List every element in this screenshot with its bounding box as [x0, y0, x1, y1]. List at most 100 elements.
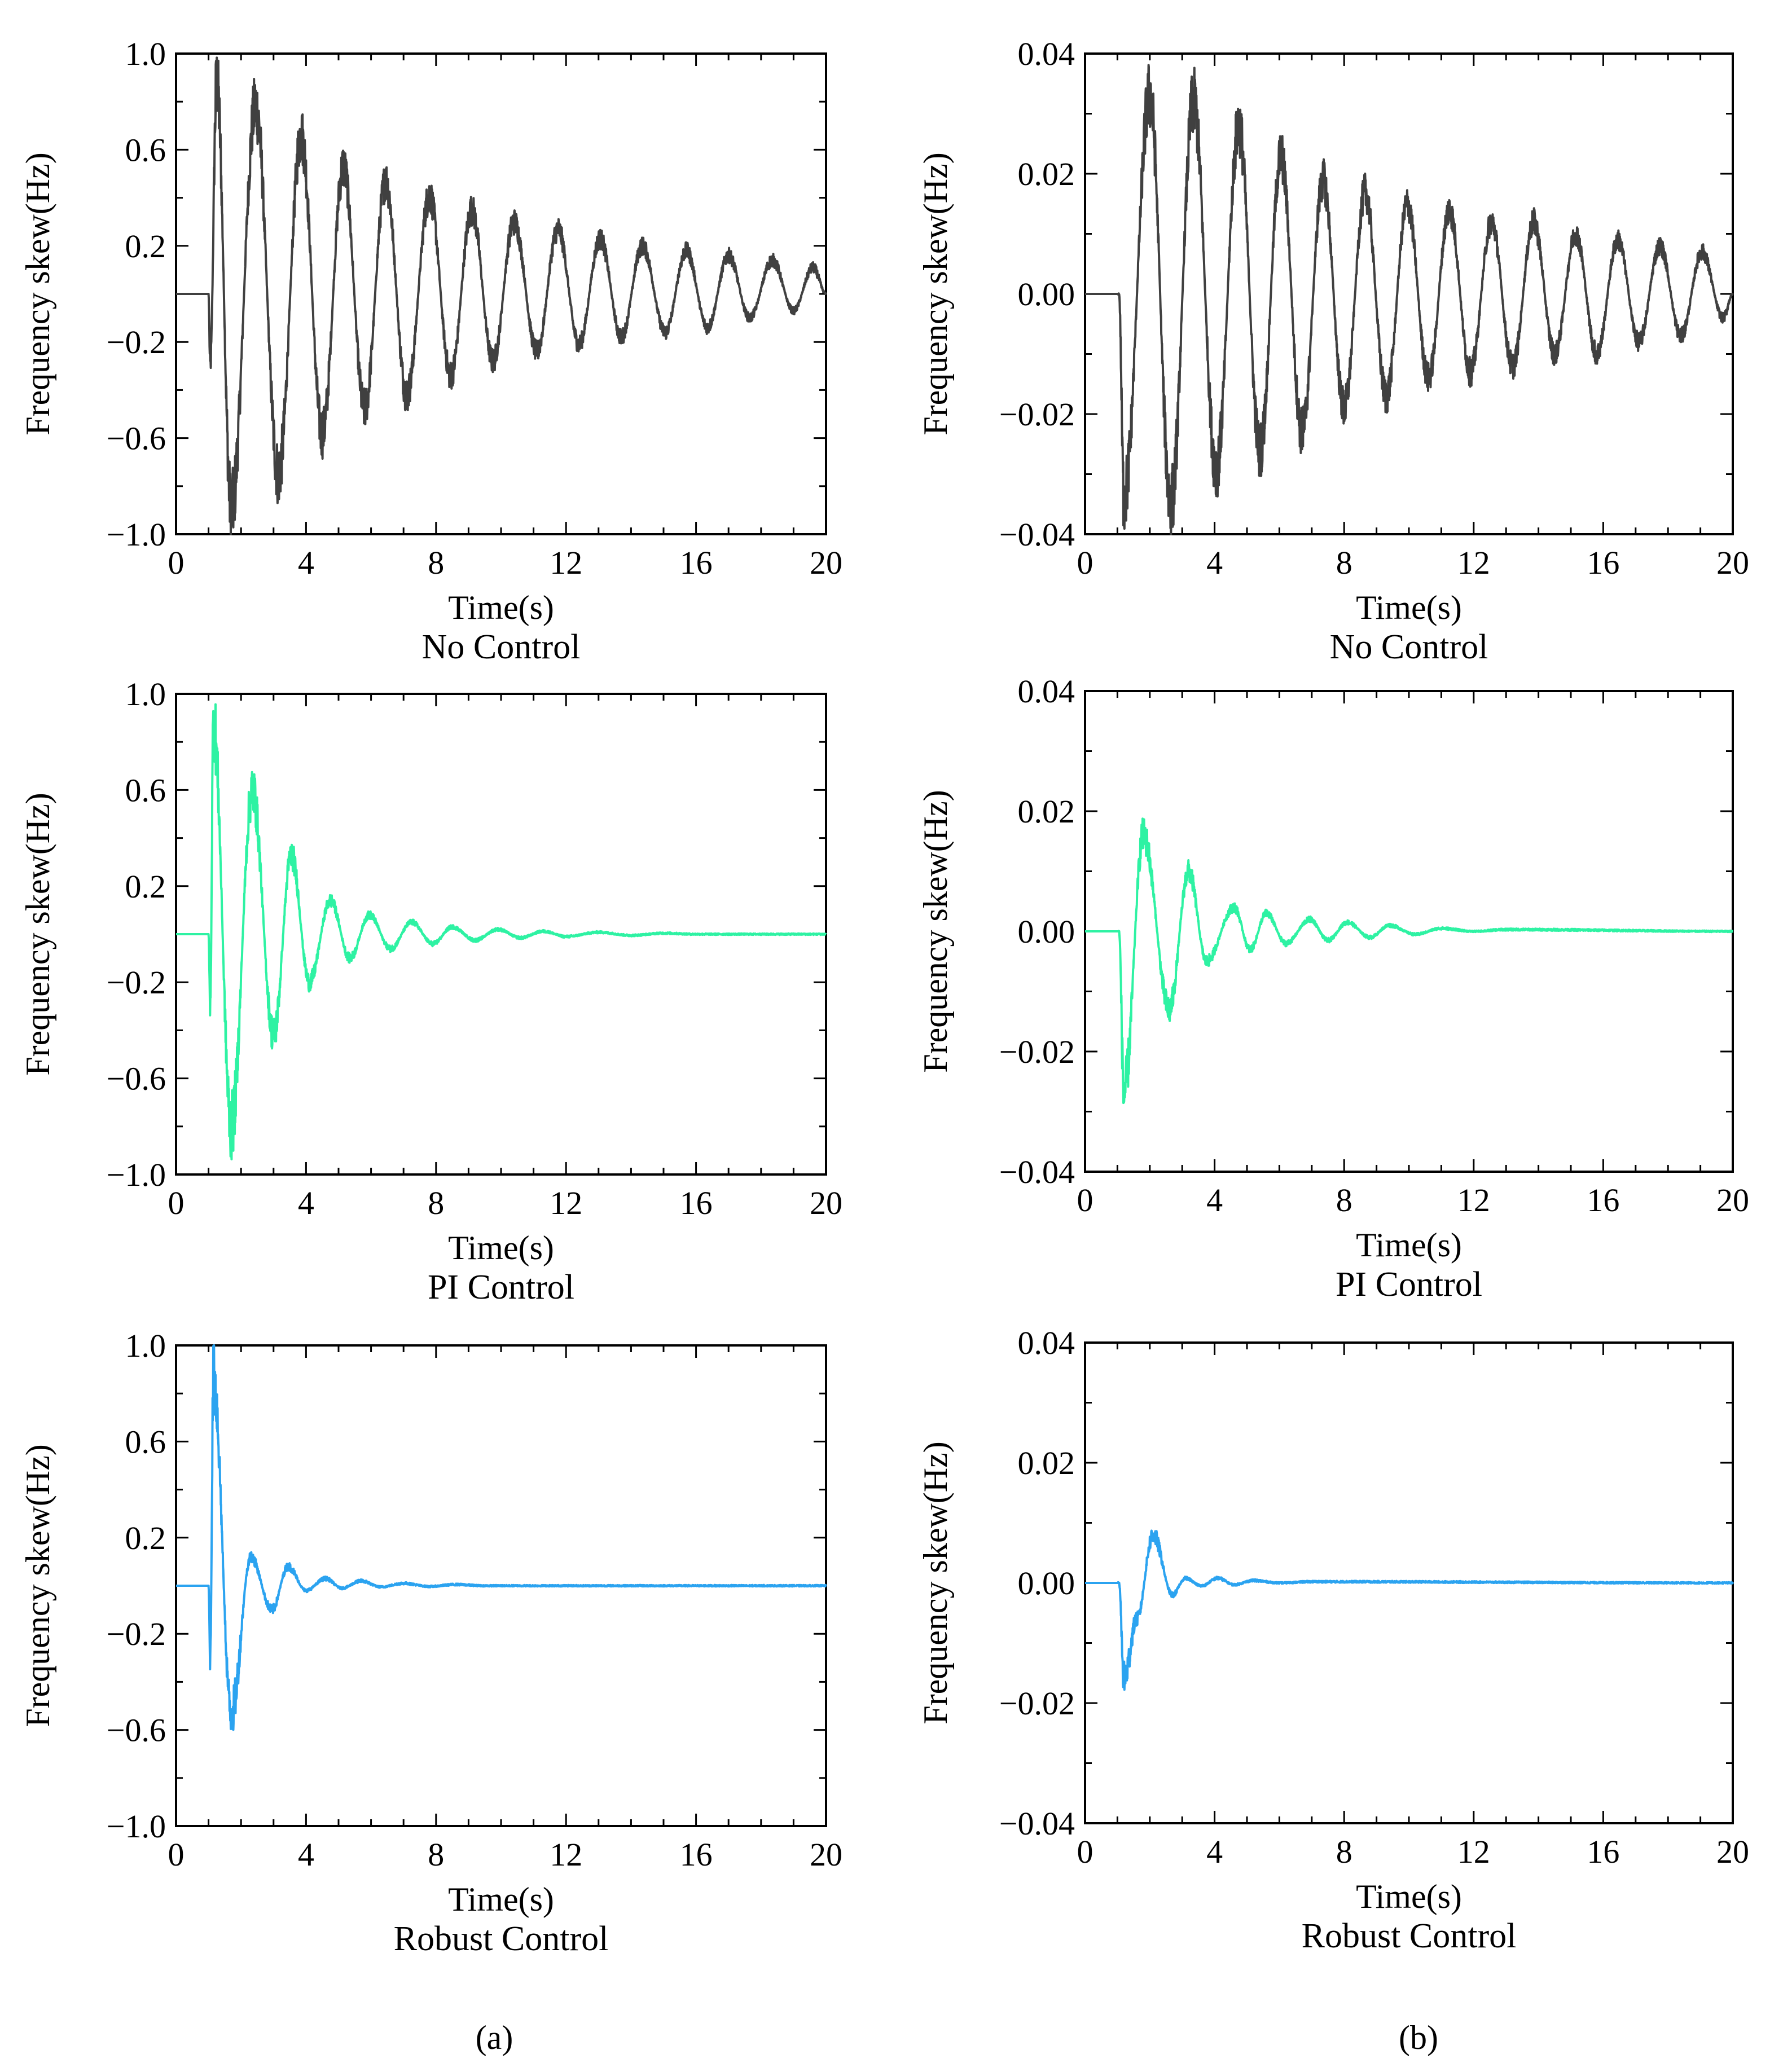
x-tick-label: 8 [428, 1836, 444, 1873]
y-tick-label: −0.6 [107, 1712, 166, 1749]
chart-title: No Control [1330, 628, 1488, 666]
x-tick-label: 20 [810, 544, 842, 581]
y-tick-label: 0.04 [1018, 1325, 1075, 1361]
y-tick-label: −0.04 [999, 1154, 1075, 1190]
y-tick-label: −0.6 [107, 420, 166, 457]
y-axis-title: Frequency skew(Hz) [917, 152, 954, 435]
x-axis-title: Time(s) [1356, 589, 1462, 626]
y-tick-label: −0.2 [107, 964, 166, 1001]
x-tick-label: 8 [428, 1185, 444, 1221]
chart-title: Robust Control [394, 1920, 609, 1958]
x-axis-title: Time(s) [1356, 1226, 1462, 1264]
y-axis-title: Frequency skew(Hz) [917, 790, 954, 1072]
chart-3: 0 4 8 12 16 20 1.0 0.6 0.2 −0.2 −0.6 −1.0 Time(s)PI … [19, 676, 842, 1306]
x-tick-label: 20 [810, 1836, 842, 1873]
series-line [1084, 817, 1734, 1105]
y-tick-label: 0.02 [1018, 1445, 1075, 1481]
panel-label-a: (a) [476, 2019, 513, 2056]
chart-4: 0 4 8 12 16 20 0.04 0.02 0.00 −0.02 −0.04 Time(s)PI… [917, 673, 1749, 1304]
x-axis-title: Time(s) [1356, 1878, 1462, 1915]
chart-1: 0 4 8 12 16 20 1.0 0.6 0.2 −0.2 −0.6 −1.0 Time(s)No … [19, 36, 842, 666]
chart-title: Robust Control [1302, 1917, 1517, 1955]
y-axis-title: Frequency skew(Hz) [19, 152, 56, 435]
y-tick-label: −0.02 [999, 1033, 1075, 1070]
y-tick-label: −0.2 [107, 1616, 166, 1652]
x-tick-label: 16 [1587, 544, 1619, 581]
chart-2: 0 4 8 12 16 20 0.04 0.02 0.00 −0.02 −0.04 Time(s)No… [917, 36, 1749, 666]
x-tick-label: 12 [1457, 1833, 1490, 1870]
y-tick-label: 0.02 [1018, 793, 1075, 830]
y-tick-label: 0.00 [1018, 1565, 1075, 1602]
x-tick-label: 12 [550, 1185, 582, 1221]
x-tick-label: 20 [810, 1185, 842, 1221]
y-tick-label: 0.00 [1018, 913, 1075, 950]
x-tick-label: 20 [1716, 544, 1749, 581]
series-line [1084, 64, 1734, 535]
x-tick-label: 8 [428, 544, 444, 581]
x-axis-title: Time(s) [448, 1229, 554, 1266]
series-line [1084, 1529, 1734, 1691]
x-tick-label: 4 [1206, 1182, 1223, 1218]
y-tick-label: −1.0 [107, 516, 166, 553]
y-tick-label: 0.04 [1018, 36, 1075, 72]
x-axis-title: Time(s) [448, 1881, 554, 1918]
y-tick-label: 1.0 [125, 1327, 166, 1364]
y-tick-label: 1.0 [125, 676, 166, 712]
x-tick-label: 20 [1716, 1833, 1749, 1870]
y-tick-label: 0.2 [125, 868, 166, 905]
x-tick-label: 4 [298, 1185, 314, 1221]
chart-5: 0 4 8 12 16 20 1.0 0.6 0.2 −0.2 −0.6 −1.0 Time(s)Rob… [19, 1327, 842, 1958]
y-tick-label: 1.0 [125, 36, 166, 72]
x-tick-label: 16 [1587, 1833, 1619, 1870]
x-tick-label: 16 [1587, 1182, 1619, 1218]
x-tick-label: 8 [1336, 1182, 1352, 1218]
x-tick-label: 0 [168, 1185, 185, 1221]
x-tick-label: 4 [1206, 544, 1223, 581]
y-tick-label: −0.04 [999, 516, 1075, 553]
x-tick-label: 12 [1457, 544, 1490, 581]
chart-title: PI Control [1336, 1265, 1482, 1304]
x-tick-label: 16 [680, 1185, 713, 1221]
x-tick-label: 4 [1206, 1833, 1223, 1870]
y-tick-label: −1.0 [107, 1156, 166, 1193]
y-tick-label: 0.6 [125, 131, 166, 168]
x-tick-label: 16 [680, 544, 713, 581]
x-tick-label: 20 [1716, 1182, 1749, 1218]
chart-6: 0 4 8 12 16 20 0.04 0.02 0.00 −0.02 −0.04 Time(s)Ro… [917, 1325, 1749, 1955]
x-tick-label: 0 [1077, 1182, 1093, 1218]
y-tick-label: −0.6 [107, 1061, 166, 1097]
chart-title: No Control [422, 628, 581, 666]
chart-title: PI Control [428, 1268, 574, 1306]
x-tick-label: 4 [298, 544, 314, 581]
x-tick-label: 0 [1077, 544, 1093, 581]
x-tick-label: 0 [168, 544, 185, 581]
y-tick-label: 0.6 [125, 772, 166, 808]
y-tick-label: 0.2 [125, 228, 166, 265]
series-line [175, 56, 827, 535]
x-tick-label: 12 [550, 1836, 582, 1873]
x-tick-label: 0 [1077, 1833, 1093, 1870]
y-axis-title: Frequency skew(Hz) [19, 1444, 56, 1727]
panel-label-b: (b) [1399, 2019, 1438, 2056]
y-tick-label: −1.0 [107, 1808, 166, 1845]
y-tick-label: −0.02 [999, 396, 1075, 433]
y-tick-label: 0.2 [125, 1520, 166, 1556]
x-tick-label: 4 [298, 1836, 314, 1873]
x-tick-label: 12 [1457, 1182, 1490, 1218]
x-tick-label: 16 [680, 1836, 713, 1873]
y-tick-label: 0.02 [1018, 156, 1075, 192]
y-tick-label: 0.6 [125, 1423, 166, 1460]
x-tick-label: 12 [550, 544, 582, 581]
series-line [175, 703, 827, 1160]
y-tick-label: 0.04 [1018, 673, 1075, 710]
y-tick-label: −0.2 [107, 324, 166, 360]
y-axis-title: Frequency skew(Hz) [917, 1441, 954, 1724]
y-axis-title: Frequency skew(Hz) [19, 793, 56, 1075]
x-axis-title: Time(s) [448, 589, 554, 626]
y-tick-label: −0.02 [999, 1685, 1075, 1722]
x-tick-label: 8 [1336, 1833, 1352, 1870]
y-tick-label: 0.00 [1018, 276, 1075, 313]
y-tick-label: −0.04 [999, 1805, 1075, 1842]
